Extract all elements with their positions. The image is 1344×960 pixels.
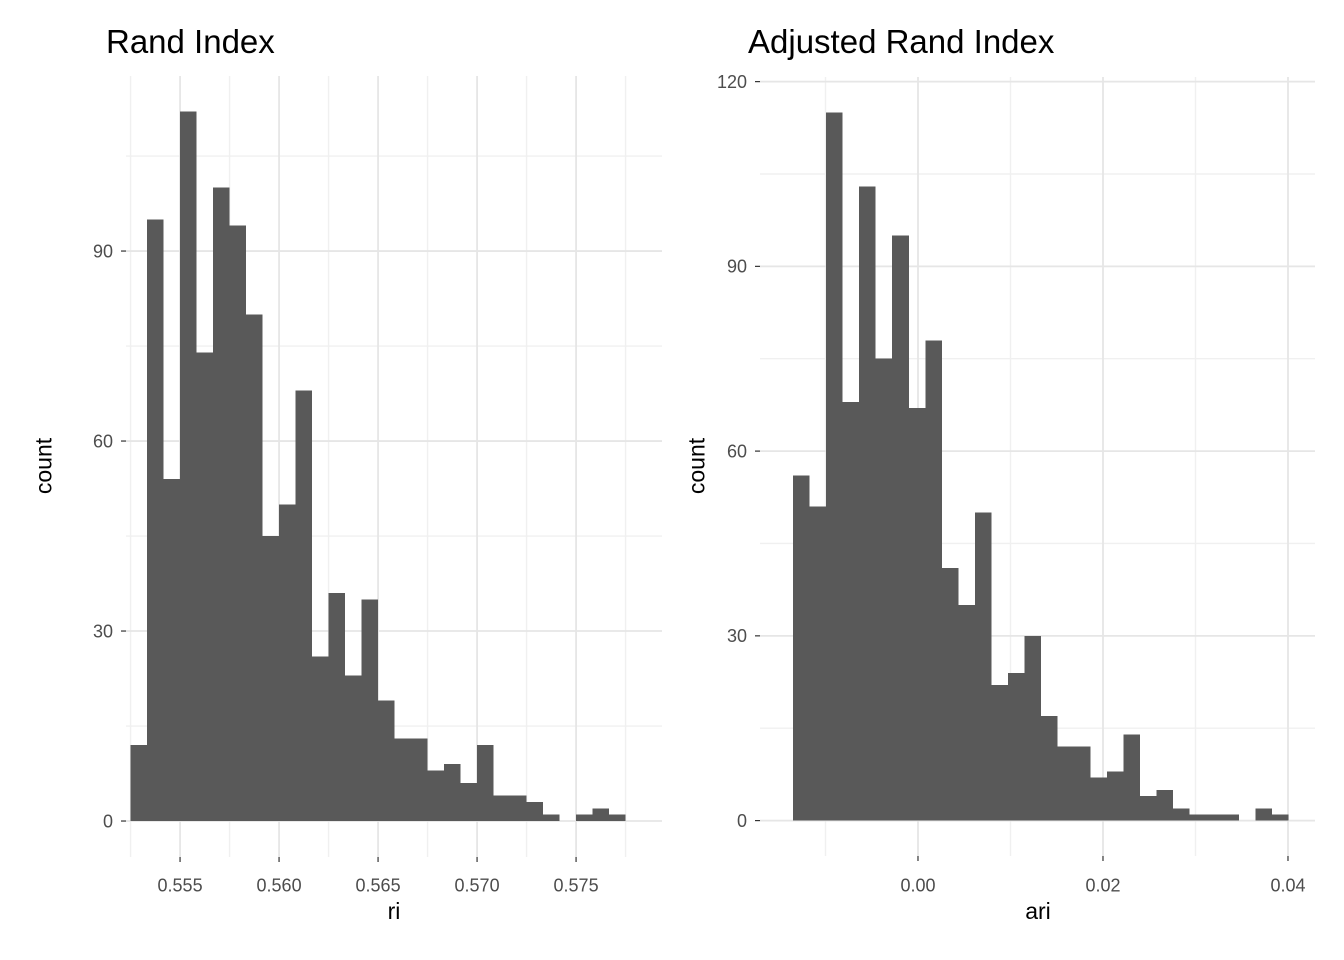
histogram-bar — [295, 390, 313, 822]
histogram-bar — [213, 187, 230, 822]
histogram-bar — [543, 814, 560, 822]
histogram-bar — [1007, 672, 1025, 821]
x-tick-label: 0.565 — [356, 876, 401, 896]
histogram-bar — [196, 352, 214, 822]
x-tick-label: 0.02 — [1085, 876, 1120, 896]
histogram-bar — [941, 568, 959, 821]
histogram-bar — [477, 745, 494, 822]
histogram-bar — [444, 764, 461, 822]
histogram-bar — [246, 314, 263, 822]
histogram-bar — [427, 770, 445, 822]
histogram-bar — [328, 593, 346, 822]
y-tick-label: 30 — [93, 621, 113, 641]
y-tick-label: 60 — [727, 441, 747, 461]
histogram-bar — [312, 656, 329, 822]
histogram-bar — [1189, 814, 1207, 821]
histogram-bar — [180, 111, 197, 822]
y-tick-label: 0 — [737, 811, 747, 831]
x-tick-label: 0.555 — [158, 876, 203, 896]
histogram-bar — [1173, 808, 1190, 821]
y-tick-label: 90 — [727, 257, 747, 277]
histogram-bar — [1024, 635, 1041, 821]
histogram-bar — [1272, 814, 1289, 821]
histogram-bar — [130, 745, 148, 822]
x-axis-title: ari — [1025, 898, 1051, 924]
histogram-bar — [279, 504, 296, 822]
histogram-bar — [361, 599, 379, 822]
histogram-bar — [842, 401, 860, 821]
histogram-bar — [1156, 789, 1174, 821]
y-tick-label: 30 — [727, 626, 747, 646]
x-tick-label: 0.04 — [1270, 876, 1305, 896]
histogram-bar — [526, 802, 544, 822]
histogram-bar — [394, 738, 412, 822]
histogram-bar — [1255, 808, 1273, 821]
histogram-bar — [991, 685, 1008, 821]
histogram-bar — [1107, 771, 1124, 821]
histogram-bar — [147, 219, 164, 822]
histogram-bar — [826, 112, 843, 821]
histogram-bar — [875, 358, 893, 821]
histogram-bar — [163, 479, 181, 822]
x-tick-label: 0.560 — [257, 876, 302, 896]
histogram-bar — [1090, 777, 1108, 821]
y-axis-title: count — [684, 437, 710, 494]
histogram-bar — [1040, 715, 1058, 821]
x-tick-label: 0.575 — [554, 876, 599, 896]
panel-title: Rand Index — [106, 23, 275, 60]
y-axis-title: count — [31, 437, 57, 494]
histogram-bar — [493, 795, 511, 822]
plot-layer-adjusted-rand-index: 0.00 0.02 0.04 0 30 60 90 120 — [717, 72, 1315, 896]
histogram-bar — [262, 536, 280, 822]
histogram-bar — [1140, 795, 1157, 821]
histogram-bar — [958, 605, 975, 821]
histogram-bar — [592, 808, 610, 822]
x-tick-label: 0.570 — [455, 876, 500, 896]
histogram-bar — [793, 475, 810, 821]
panel-adjusted-rand-index: 0.00 0.02 0.04 0 30 60 90 120 Adjusted Rand Ind… — [672, 0, 1344, 960]
histogram-bar — [576, 814, 593, 822]
histogram-bar — [908, 407, 926, 821]
x-axis-title: ri — [388, 898, 401, 924]
histogram-bar — [345, 675, 362, 822]
histogram-bar — [925, 340, 942, 821]
histogram-bar — [460, 783, 478, 822]
x-tick-label: 0.00 — [900, 876, 935, 896]
histogram-bar — [411, 738, 428, 822]
histogram-bar — [378, 700, 395, 822]
histogram-bar — [1206, 814, 1223, 821]
histogram-bar — [892, 235, 909, 821]
y-tick-label: 60 — [93, 431, 113, 451]
histogram-bar — [974, 512, 992, 821]
y-tick-label: 90 — [93, 241, 113, 261]
histogram-bar — [1073, 746, 1091, 821]
histogram-bar — [859, 186, 876, 821]
y-tick-label: 0 — [103, 811, 113, 831]
panel-rand-index: 0.555 0.560 0.565 0.570 0.575 0 30 60 90 Rand In… — [31, 23, 662, 924]
histogram-bar — [609, 814, 626, 822]
histogram-bar — [510, 795, 527, 822]
histogram-bar — [1222, 814, 1240, 821]
panel-title: Adjusted Rand Index — [748, 23, 1055, 60]
histogram-bar — [1123, 734, 1141, 821]
y-tick-label: 120 — [717, 72, 747, 92]
histogram-bar — [1057, 746, 1074, 821]
histogram-bar — [809, 506, 827, 821]
plot-layer-rand-index: 0.555 0.560 0.565 0.570 0.575 0 30 60 90 — [93, 76, 662, 896]
histogram-bar — [229, 225, 247, 822]
